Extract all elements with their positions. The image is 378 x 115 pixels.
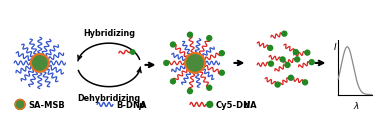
Circle shape <box>207 86 212 90</box>
Circle shape <box>130 50 135 55</box>
Circle shape <box>207 102 213 107</box>
Text: Dehybridizing: Dehybridizing <box>77 93 141 102</box>
Circle shape <box>164 61 169 66</box>
Text: I: I <box>334 43 336 52</box>
Circle shape <box>303 80 308 85</box>
Text: d: d <box>243 100 249 109</box>
Circle shape <box>15 100 25 109</box>
Circle shape <box>187 89 192 94</box>
Circle shape <box>268 46 273 51</box>
Circle shape <box>285 63 290 68</box>
Circle shape <box>31 55 49 72</box>
Circle shape <box>282 32 287 37</box>
Text: SA-MSB: SA-MSB <box>28 100 65 109</box>
Circle shape <box>309 60 314 65</box>
Circle shape <box>170 79 175 84</box>
Text: Cy5-DNA: Cy5-DNA <box>216 100 257 109</box>
Circle shape <box>219 51 224 56</box>
Circle shape <box>170 43 175 48</box>
Circle shape <box>275 82 280 87</box>
Text: B-DNA: B-DNA <box>116 100 146 109</box>
Circle shape <box>219 71 224 76</box>
Circle shape <box>268 62 273 67</box>
Circle shape <box>207 36 212 41</box>
Circle shape <box>295 57 300 62</box>
Circle shape <box>305 51 310 56</box>
Circle shape <box>185 54 205 73</box>
Circle shape <box>187 33 192 38</box>
Text: p: p <box>138 100 144 109</box>
Circle shape <box>293 50 298 55</box>
Circle shape <box>288 76 293 80</box>
Text: $\lambda$: $\lambda$ <box>353 100 360 111</box>
Text: Hybridizing: Hybridizing <box>83 29 135 38</box>
Circle shape <box>280 57 285 62</box>
